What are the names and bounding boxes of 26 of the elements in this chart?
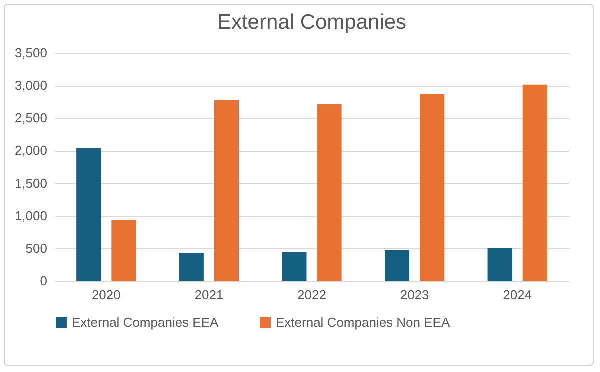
y-tick-label: 500 xyxy=(26,240,48,256)
x-tick-label: 2022 xyxy=(298,288,326,302)
bar xyxy=(488,248,512,281)
bar xyxy=(179,252,204,281)
bar xyxy=(112,220,136,281)
x-tick-label: 2023 xyxy=(400,288,430,302)
bar xyxy=(282,252,307,281)
y-tick-label: 1,500 xyxy=(14,176,48,191)
bar xyxy=(317,104,342,281)
y-tick-label: 3,000 xyxy=(14,78,48,94)
legend-label: External Companies Non EEA xyxy=(276,314,450,330)
y-tick-label: 2,000 xyxy=(14,143,48,158)
y-tick-label: 2,500 xyxy=(14,110,48,126)
y-tick-label: 1,000 xyxy=(14,208,48,224)
x-tick-label: 2024 xyxy=(503,288,532,302)
y-tick-label: 3,500 xyxy=(14,46,48,60)
legend-label: External Companies EEA xyxy=(72,314,220,330)
x-tick-label: 2021 xyxy=(194,288,224,302)
x-tick-label: 2020 xyxy=(92,288,121,302)
chart-title: External Companies xyxy=(217,11,407,34)
bar xyxy=(384,250,410,281)
bar xyxy=(214,100,240,281)
bar xyxy=(522,84,548,281)
bar xyxy=(76,148,102,281)
y-tick-label: 0 xyxy=(40,274,48,288)
bar xyxy=(420,94,445,281)
